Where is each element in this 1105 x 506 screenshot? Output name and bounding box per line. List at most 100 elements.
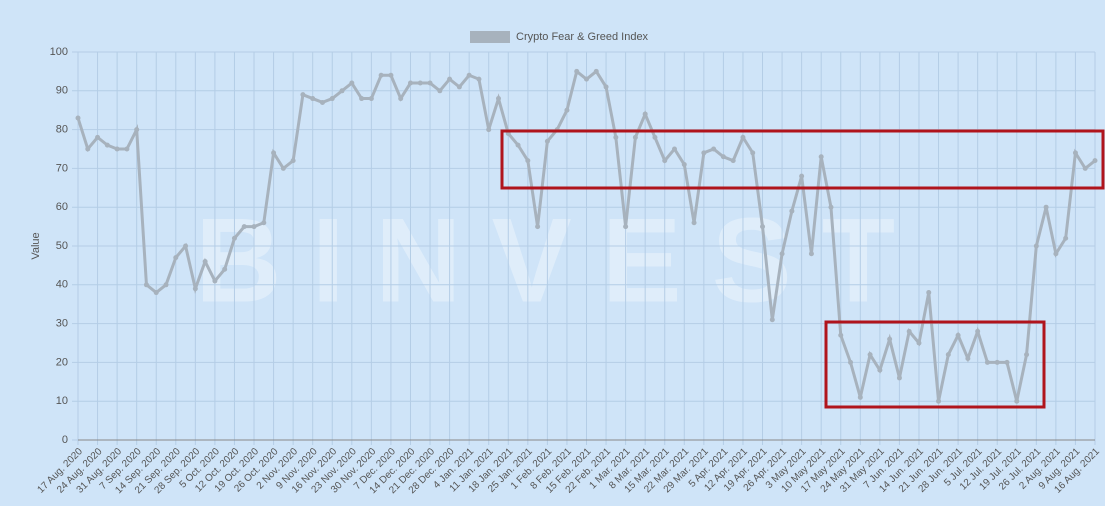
- point: [955, 332, 961, 338]
- point: [280, 165, 286, 171]
- point: [427, 80, 433, 86]
- point: [114, 146, 120, 152]
- point: [681, 162, 687, 168]
- point: [799, 173, 805, 179]
- point: [124, 146, 130, 152]
- highlight-box: [500, 129, 1105, 190]
- point: [495, 96, 501, 102]
- y-axis-label: Value: [30, 232, 42, 259]
- point: [632, 134, 638, 140]
- point: [271, 150, 277, 156]
- point: [466, 72, 472, 78]
- point: [231, 235, 237, 241]
- point: [251, 224, 257, 230]
- point: [1063, 235, 1069, 241]
- point: [359, 96, 365, 102]
- point: [544, 138, 550, 144]
- point: [564, 107, 570, 113]
- point: [818, 154, 824, 160]
- y-tick-label: 40: [56, 279, 68, 291]
- point: [329, 96, 335, 102]
- point: [936, 398, 942, 404]
- point: [202, 259, 208, 265]
- point: [486, 127, 492, 133]
- point: [349, 80, 355, 86]
- point: [476, 76, 482, 82]
- point: [730, 158, 736, 164]
- highlight-box: [824, 320, 1046, 409]
- point: [867, 352, 873, 358]
- point: [896, 375, 902, 381]
- point: [407, 80, 413, 86]
- point: [906, 328, 912, 334]
- point: [984, 359, 990, 365]
- point: [1072, 150, 1078, 156]
- y-tick-label: 100: [50, 46, 68, 58]
- point: [378, 72, 384, 78]
- y-tick-label: 80: [56, 124, 68, 136]
- point: [975, 328, 981, 334]
- point: [613, 134, 619, 140]
- point: [1024, 352, 1030, 358]
- point: [838, 332, 844, 338]
- point: [828, 204, 834, 210]
- y-tick-label: 60: [56, 201, 68, 213]
- point: [720, 154, 726, 160]
- point: [310, 96, 316, 102]
- point: [623, 224, 629, 230]
- point: [926, 290, 932, 296]
- y-tick-label: 50: [56, 240, 68, 252]
- point: [95, 134, 101, 140]
- point: [1004, 359, 1010, 365]
- point: [916, 340, 922, 346]
- point: [1014, 398, 1020, 404]
- point: [994, 359, 1000, 365]
- y-tick-label: 0: [62, 434, 68, 446]
- point: [662, 158, 668, 164]
- point: [447, 76, 453, 82]
- point: [945, 352, 951, 358]
- point: [769, 317, 775, 323]
- point: [290, 158, 296, 164]
- y-tick-label: 10: [56, 395, 68, 407]
- point: [398, 96, 404, 102]
- legend-swatch: [470, 31, 510, 43]
- point: [1033, 243, 1039, 249]
- point: [1053, 251, 1059, 257]
- point: [1043, 204, 1049, 210]
- point: [593, 68, 599, 74]
- point: [417, 80, 423, 86]
- point: [877, 367, 883, 373]
- point: [173, 255, 179, 261]
- point: [652, 134, 658, 140]
- point: [789, 208, 795, 214]
- point: [192, 286, 198, 292]
- point: [515, 142, 521, 148]
- point: [104, 142, 110, 148]
- point: [163, 282, 169, 288]
- point: [760, 224, 766, 230]
- point: [456, 84, 462, 90]
- point: [143, 282, 149, 288]
- point: [241, 224, 247, 230]
- y-tick-label: 90: [56, 85, 68, 97]
- point: [965, 356, 971, 362]
- point: [368, 96, 374, 102]
- point: [887, 336, 893, 342]
- point: [388, 72, 394, 78]
- point: [535, 224, 541, 230]
- point: [85, 146, 91, 152]
- point: [525, 158, 531, 164]
- point: [183, 243, 189, 249]
- point: [222, 266, 228, 272]
- point: [1092, 158, 1098, 164]
- point: [153, 290, 159, 296]
- point: [603, 84, 609, 90]
- point: [300, 92, 306, 98]
- legend-label: Crypto Fear & Greed Index: [516, 31, 649, 43]
- point: [339, 88, 345, 94]
- legend: Crypto Fear & Greed Index: [470, 31, 649, 43]
- point: [75, 115, 81, 121]
- point: [750, 150, 756, 156]
